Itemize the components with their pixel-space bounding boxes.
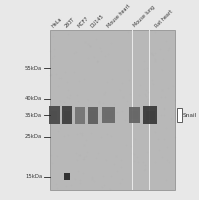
Bar (131, 111, 138, 119)
Bar (132, 30, 133, 190)
Bar (129, 107, 140, 123)
Bar (77, 111, 83, 120)
Bar (143, 106, 157, 124)
Text: DU145: DU145 (90, 13, 105, 28)
Bar (49, 106, 60, 124)
Text: MCF7: MCF7 (76, 15, 90, 28)
Text: 55kDa: 55kDa (25, 66, 42, 71)
Text: HeLa: HeLa (51, 16, 63, 28)
Bar (50, 30, 175, 190)
Text: Mouse heart: Mouse heart (106, 3, 131, 28)
Text: 25kDa: 25kDa (25, 134, 42, 139)
Bar (51, 111, 58, 120)
Text: Mouse lung: Mouse lung (132, 5, 155, 28)
Text: Rat heart: Rat heart (154, 8, 174, 28)
Text: 40kDa: 40kDa (25, 96, 42, 101)
Bar (62, 106, 72, 124)
Bar (146, 111, 154, 120)
Bar (75, 107, 85, 124)
Bar (105, 111, 113, 119)
Text: 293T: 293T (63, 16, 76, 28)
Bar (90, 111, 96, 120)
Bar (102, 107, 115, 123)
Bar (64, 173, 70, 180)
Bar (64, 111, 70, 120)
Text: 15kDa: 15kDa (25, 174, 42, 179)
Bar (177, 108, 182, 122)
Text: 35kDa: 35kDa (25, 113, 42, 118)
Bar (88, 107, 98, 124)
Bar (148, 30, 150, 190)
Text: Snail: Snail (183, 113, 197, 118)
